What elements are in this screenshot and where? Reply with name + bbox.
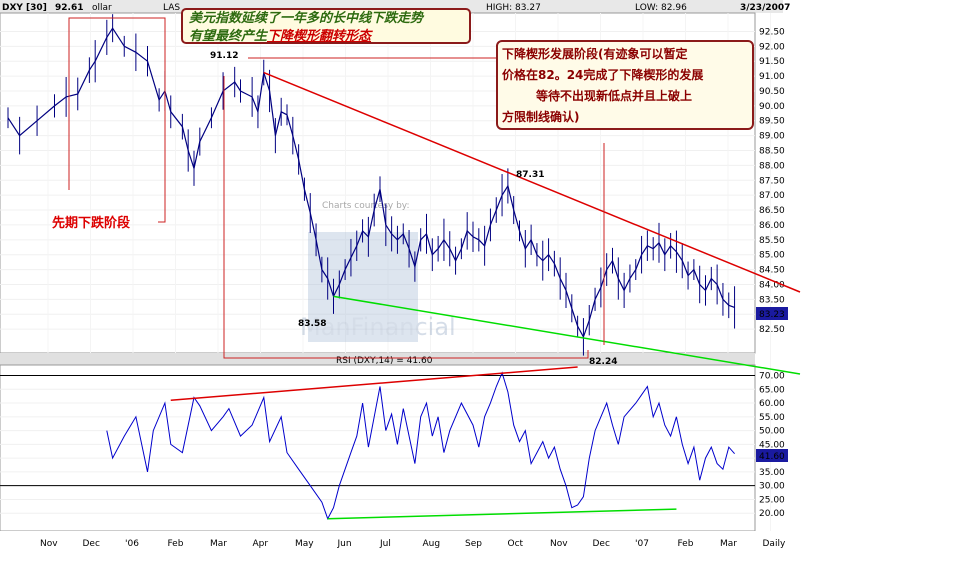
last-rsi-tag bbox=[756, 449, 788, 462]
last-price-tag bbox=[756, 307, 788, 320]
price-tick-label: 91.00 bbox=[759, 72, 785, 82]
price-label-83-58: 83.58 bbox=[298, 319, 326, 329]
price-tick-label: 83.50 bbox=[759, 295, 785, 305]
wedge-bracket bbox=[223, 76, 589, 359]
last-rsi-text: 41.60 bbox=[759, 452, 785, 462]
x-tick-label: Nov bbox=[550, 539, 568, 549]
rsi-resistance-trendline bbox=[170, 366, 578, 402]
price-label-87-31: 87.31 bbox=[516, 170, 544, 180]
price-tick-label: 82.50 bbox=[759, 325, 785, 335]
rsi-line bbox=[106, 371, 735, 520]
x-tick-label: Apr bbox=[253, 539, 269, 549]
x-tick-label: Sep bbox=[465, 539, 482, 549]
rsi-tick-label: 50.00 bbox=[759, 427, 785, 437]
high-label: HIGH: 83.27 bbox=[486, 3, 541, 13]
price-tick-label: 84.00 bbox=[759, 280, 785, 290]
prior-decline-bracket bbox=[68, 17, 166, 223]
x-axis: Nov Dec '06 Feb Mar Apr May Jun Jul Aug Sep Oct Nov D… bbox=[40, 539, 786, 549]
price-tick-label: 84.50 bbox=[759, 266, 785, 276]
price-tick-label: 91.50 bbox=[759, 57, 785, 67]
rsi-tick-label: 65.00 bbox=[759, 385, 785, 395]
price-tick-label: 92.50 bbox=[759, 27, 785, 37]
x-tick-label: May bbox=[295, 539, 314, 549]
rsi-tick-label: 30.00 bbox=[759, 482, 785, 492]
x-tick-label: '07 bbox=[635, 539, 649, 549]
price-tick-label: 86.50 bbox=[759, 206, 785, 216]
x-tick-label: Aug bbox=[423, 539, 441, 549]
last-price-text: 83.23 bbox=[759, 310, 785, 320]
x-axis-band bbox=[0, 531, 783, 551]
price-label-82-24: 82.24 bbox=[589, 357, 617, 367]
price-tick-label: 90.50 bbox=[759, 87, 785, 97]
low-label: LOW: 82.96 bbox=[635, 3, 687, 13]
rsi-tick-label: 25.00 bbox=[759, 495, 785, 505]
title-fragment: ollar bbox=[92, 3, 112, 13]
price-tick-label: 89.50 bbox=[759, 117, 785, 127]
top-value-label: 92.61 bbox=[55, 3, 83, 13]
main-title-line1: 美元指数延续了一年多的长中线下跌走势 bbox=[189, 11, 424, 26]
annotation-lines bbox=[68, 17, 605, 359]
prior-decline-label: 先期下跌阶段 bbox=[52, 216, 131, 231]
x-tick-label: Daily bbox=[763, 539, 786, 549]
price-tick-label: 85.50 bbox=[759, 236, 785, 246]
price-tick-label: 89.00 bbox=[759, 132, 785, 142]
rsi-axis: 20.0025.0030.0035.0040.0045.0050.0055.00… bbox=[759, 372, 785, 520]
price-tick-label: 92.00 bbox=[759, 42, 785, 52]
rsi-tick-label: 20.00 bbox=[759, 509, 785, 519]
price-axis: 82.5083.0083.5084.0084.5085.0085.5086.00… bbox=[759, 27, 785, 335]
wedge-note-line3: 等待不出现新低点并且上破上 bbox=[536, 89, 693, 103]
price-tick-label: 87.50 bbox=[759, 176, 785, 186]
price-tick-label: 88.00 bbox=[759, 161, 785, 171]
wedge-note-line4: 方限制线确认) bbox=[502, 110, 580, 124]
watermark-top-text: Charts courtesy by: bbox=[322, 201, 410, 211]
price-tick-label: 85.00 bbox=[759, 251, 785, 261]
main-title-link: 下降楔形翻转形态 bbox=[267, 29, 372, 44]
main-title-prefix: 有望最终产生 bbox=[189, 29, 268, 44]
x-tick-label: Dec bbox=[593, 539, 610, 549]
resistance-trendline bbox=[263, 71, 801, 293]
price-line bbox=[7, 27, 735, 339]
rsi-panel bbox=[0, 364, 756, 532]
rsi-label: RSI (DXY,14) = 41.60 bbox=[336, 356, 433, 366]
price-tick-label: 88.50 bbox=[759, 147, 785, 157]
watermark-bottom-text: ManFinancial bbox=[300, 313, 456, 341]
rsi-gridlines bbox=[0, 375, 755, 514]
x-tick-label: '06 bbox=[125, 539, 139, 549]
price-label-91-12: 91.12 bbox=[210, 51, 238, 61]
watermark: Charts courtesy by: ManFinancial bbox=[300, 201, 456, 342]
x-tick-label: Oct bbox=[508, 539, 524, 549]
wedge-note-line2: 价格在82。24完成了下降楔形的发展 bbox=[502, 68, 704, 82]
rsi-tick-label: 35.00 bbox=[759, 468, 785, 478]
x-tick-label: Feb bbox=[678, 539, 694, 549]
date-label: 3/23/2007 bbox=[740, 3, 790, 13]
rsi-tick-label: 45.00 bbox=[759, 440, 785, 450]
price-tick-label: 87.00 bbox=[759, 191, 785, 201]
wedge-note-line1: 下降楔形发展阶段(有迹象可以暂定 bbox=[502, 47, 688, 61]
symbol-label: DXY [30] bbox=[2, 3, 47, 13]
main-title-note: 美元指数延续了一年多的长中线下跌走势 有望最终产生下降楔形翻转形态 bbox=[181, 8, 471, 44]
x-tick-label: Feb bbox=[168, 539, 184, 549]
wedge-note: 下降楔形发展阶段(有迹象可以暂定 价格在82。24完成了下降楔形的发展 等待不出… bbox=[496, 40, 754, 130]
rsi-trendlines bbox=[170, 366, 677, 520]
rsi-separator bbox=[0, 353, 755, 365]
rsi-series bbox=[106, 371, 735, 520]
x-tick-label: Nov bbox=[40, 539, 58, 549]
x-tick-label: Jun bbox=[337, 539, 352, 549]
rsi-tick-label: 70.00 bbox=[759, 372, 785, 382]
price-trendlines bbox=[263, 71, 801, 375]
x-tick-label: Dec bbox=[83, 539, 100, 549]
x-tick-label: Jul bbox=[379, 539, 391, 549]
rsi-support-trendline bbox=[327, 508, 677, 520]
rsi-tick-label: 55.00 bbox=[759, 413, 785, 423]
rsi-tick-label: 60.00 bbox=[759, 399, 785, 409]
x-tick-label: Mar bbox=[720, 539, 737, 549]
price-tick-label: 90.00 bbox=[759, 102, 785, 112]
main-title-line2: 有望最终产生下降楔形翻转形态 bbox=[189, 28, 463, 46]
price-tick-label: 86.00 bbox=[759, 221, 785, 231]
support-trendline bbox=[333, 295, 801, 375]
last-label: LAS bbox=[163, 3, 180, 13]
x-tick-label: Mar bbox=[210, 539, 227, 549]
